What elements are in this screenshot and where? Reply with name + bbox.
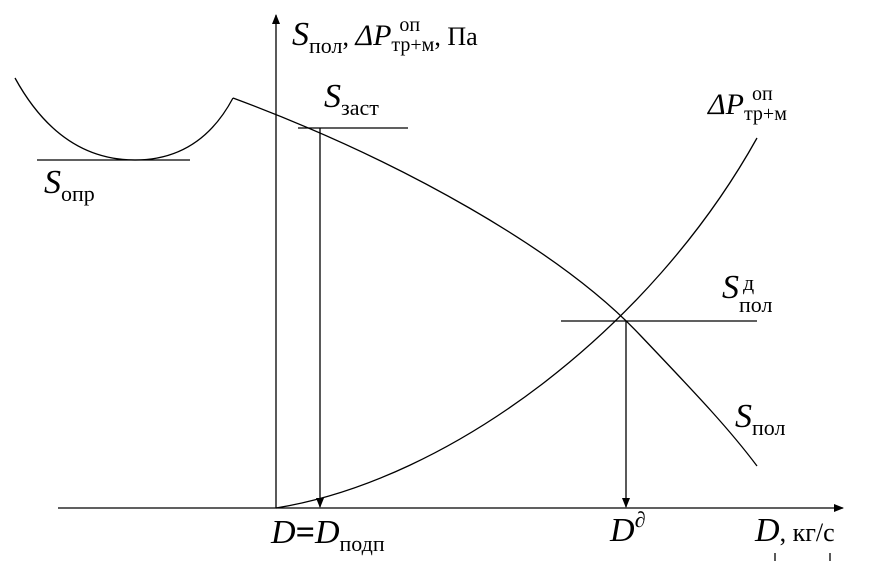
s-opr-label: Sопр [44, 164, 95, 205]
superscript: ∂ [634, 507, 646, 532]
symbol: S [324, 78, 341, 115]
unit: , кг/с [779, 518, 835, 547]
symbol: S [735, 398, 752, 435]
symbol: S [292, 16, 309, 53]
superscript: д [743, 270, 755, 295]
unit: , Па [434, 22, 478, 51]
superscript: оп [751, 83, 773, 105]
symbol: D [610, 512, 635, 549]
symbol: ΔP [708, 87, 744, 121]
symbol: D [314, 514, 340, 551]
dp-label: ΔP оп тр+м [708, 84, 787, 128]
superscript: оп [399, 14, 421, 37]
symbol: ΔP [355, 19, 392, 52]
indices: д пол [739, 272, 772, 316]
separator: , [342, 22, 349, 51]
symbol: D [755, 512, 780, 549]
s-pol-curve [232, 97, 758, 467]
symbol: S [722, 268, 739, 306]
d-design-label: D∂ [610, 509, 645, 549]
subscript: тр+м [743, 103, 787, 125]
subscript: пол [739, 292, 773, 317]
symbol: S [44, 164, 61, 201]
subscript: опр [61, 181, 95, 206]
subscript: пол [752, 415, 786, 440]
subscript: подп [339, 531, 385, 556]
s-opr-curve [14, 77, 234, 161]
indices: оп тр+м [744, 84, 787, 124]
indices: оп тр+м [391, 15, 434, 55]
subscript: заст [341, 95, 379, 120]
y-axis-label: Sпол, ΔP оп тр+м, Па [292, 15, 478, 59]
d-podp-label: D=Dподп [271, 514, 385, 555]
dp-curve [275, 137, 758, 509]
subscript: тр+м [391, 34, 435, 57]
equals: = [295, 514, 315, 551]
x-axis-label: D, кг/с [755, 514, 835, 548]
symbol: D [271, 514, 296, 551]
subscript: пол [309, 33, 343, 58]
s-pol-label: Sпол [735, 398, 785, 439]
s-zast-label: Sзаст [324, 78, 379, 119]
